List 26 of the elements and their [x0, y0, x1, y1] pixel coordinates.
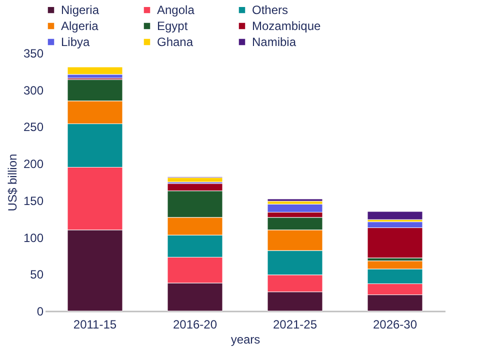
y-tick-label: 100 — [23, 230, 44, 245]
x-axis-title: years — [230, 332, 260, 346]
y-tick-label: 350 — [23, 46, 44, 60]
bar — [67, 66, 123, 75]
legend-label: Namibia — [252, 35, 296, 49]
y-axis-title: US$ billion — [5, 154, 20, 212]
legend-label: Algeria — [61, 19, 99, 33]
legend-label: Libya — [61, 35, 90, 49]
legend-label: Mozambique — [252, 19, 322, 33]
y-tick-label: 50 — [30, 268, 44, 282]
x-tick-label: 2026-30 — [372, 318, 418, 332]
x-tick-label: 2011-15 — [73, 318, 117, 332]
legend-label: Others — [252, 3, 288, 18]
bar — [367, 211, 423, 220]
x-tick-label: 2021-25 — [272, 318, 318, 332]
legend-label: Egypt — [157, 19, 188, 33]
y-tick-label: 150 — [23, 194, 44, 208]
x-tick-label: 2016-20 — [172, 318, 218, 332]
y-tick-label: 250 — [23, 120, 44, 134]
legend-label: Nigeria — [61, 3, 100, 18]
bar — [267, 198, 323, 202]
legend-label: Angola — [157, 3, 195, 18]
legend-label: Ghana — [157, 35, 194, 49]
y-tick-label: 0 — [36, 304, 44, 318]
y-tick-label: 200 — [23, 157, 44, 172]
y-tick-label: 300 — [23, 83, 44, 98]
